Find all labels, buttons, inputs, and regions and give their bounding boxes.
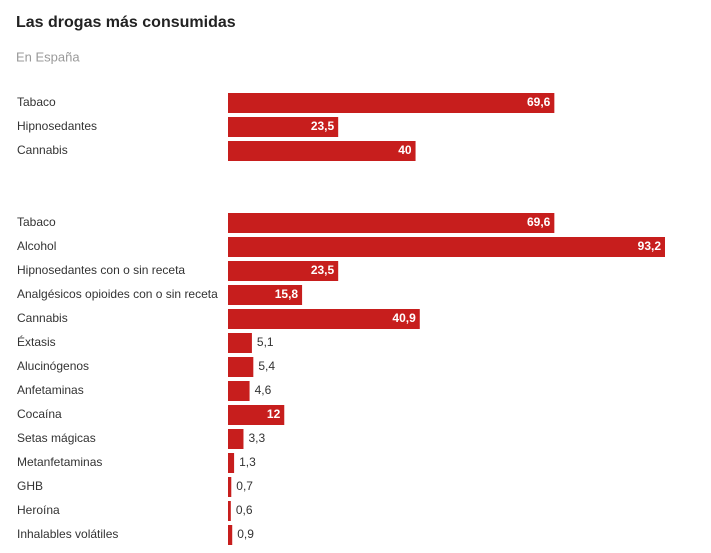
value-label: 40 (398, 143, 412, 157)
category-label: GHB (17, 479, 43, 493)
bar (228, 357, 254, 377)
value-label: 0,7 (236, 479, 253, 493)
category-label: Heroína (17, 503, 60, 517)
category-label: Setas mágicas (17, 431, 96, 445)
category-label: Anfetaminas (17, 383, 84, 397)
category-label: Cannabis (17, 311, 68, 325)
bar (228, 405, 285, 425)
category-label: Tabaco (17, 95, 56, 109)
category-label: Hipnosedantes con o sin receta (17, 263, 185, 277)
value-label: 5,4 (258, 359, 275, 373)
category-label: Metanfetaminas (17, 455, 102, 469)
chart-subtitle: En España (16, 49, 80, 64)
bar (228, 309, 420, 329)
value-label: 93,2 (638, 239, 662, 253)
value-label: 69,6 (527, 215, 551, 229)
value-label: 3,3 (248, 431, 265, 445)
category-label: Tabaco (17, 215, 56, 229)
bar (228, 261, 339, 281)
bar (228, 381, 250, 401)
bar (228, 429, 244, 449)
bar (228, 477, 232, 497)
value-label: 40,9 (392, 311, 416, 325)
bar (228, 141, 416, 161)
bar (228, 333, 252, 353)
value-label: 69,6 (527, 95, 551, 109)
bar (228, 501, 231, 521)
bar (228, 285, 303, 305)
category-label: Inhalables volátiles (17, 527, 118, 541)
category-label: Hipnosedantes (17, 119, 97, 133)
bar (228, 213, 555, 233)
value-label: 0,9 (237, 527, 254, 541)
value-label: 4,6 (255, 383, 272, 397)
category-label: Alcohol (17, 239, 56, 253)
category-label: Cannabis (17, 143, 68, 157)
bar (228, 525, 233, 545)
category-label: Éxtasis (17, 334, 56, 349)
bar (228, 237, 665, 257)
value-label: 0,6 (236, 503, 253, 517)
category-label: Analgésicos opioides con o sin receta (17, 287, 218, 301)
value-label: 15,8 (275, 287, 299, 301)
bar (228, 93, 555, 113)
value-label: 5,1 (257, 335, 274, 349)
category-label: Cocaína (17, 407, 62, 421)
value-label: 23,5 (311, 263, 335, 277)
chart-title: Las drogas más consumidas (16, 14, 236, 31)
value-label: 23,5 (311, 119, 335, 133)
value-label: 1,3 (239, 455, 256, 469)
value-label: 12 (267, 407, 281, 421)
bar (228, 453, 235, 473)
category-label: Alucinógenos (17, 359, 89, 373)
bar (228, 117, 339, 137)
